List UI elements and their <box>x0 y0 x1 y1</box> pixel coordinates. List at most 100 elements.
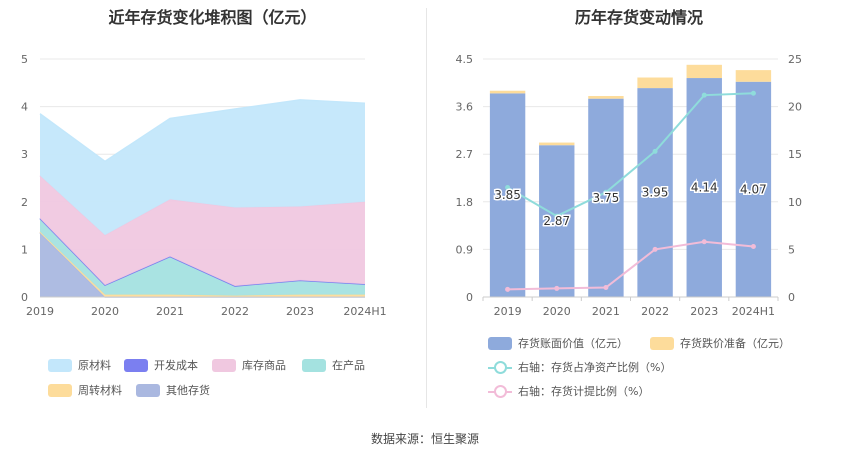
point-右轴：存货占净资产比例（%） <box>652 148 658 154</box>
bar-存货账面价值（亿元） <box>735 81 772 298</box>
legend-label: 原材料 <box>78 359 111 372</box>
legend-swatch <box>488 384 512 398</box>
x-tick-label: 2022 <box>641 305 669 318</box>
line-右轴：存货占净资产比例（%） <box>507 92 754 218</box>
legend-label: 库存商品 <box>242 359 286 372</box>
y-tick-label: 5 <box>21 53 28 66</box>
bar-存货跌价准备（亿元） <box>539 142 575 146</box>
right-chart-panel: 历年存货变动情况 0 0.9 1.8 2.7 3.6 4.5 0 5 10 15 20 25 2019 2… <box>428 0 850 420</box>
y2-tick-label: 0 <box>788 291 795 304</box>
bar-存货跌价准备（亿元） <box>637 77 673 89</box>
legend-label: 其他存货 <box>166 384 210 397</box>
legend-swatch <box>488 360 512 374</box>
bar-存货跌价准备（亿元） <box>735 70 772 82</box>
bar-存货账面价值（亿元） <box>637 88 673 297</box>
legend-swatch <box>48 358 72 372</box>
legend-item-周转材料[interactable]: 周转材料 <box>48 382 122 398</box>
y2-tick-label: 25 <box>788 53 802 66</box>
x-tick-label: 2020 <box>543 305 571 318</box>
y2-tick-label: 15 <box>788 148 802 161</box>
y-tick-label: 1 <box>21 243 28 256</box>
legend-swatch <box>302 358 326 372</box>
y-tick-label: 0.9 <box>456 243 474 256</box>
x-tick-label: 2021 <box>156 305 184 318</box>
legend-label: 存货跌价准备（亿元） <box>680 337 790 350</box>
legend-label: 右轴：存货占净资产比例（%） <box>518 361 672 374</box>
x-tick-label: 2020 <box>91 305 119 318</box>
legend-item-库存商品[interactable]: 库存商品 <box>212 357 286 373</box>
point-右轴：存货占净资产比例（%） <box>701 92 707 98</box>
legend-item-原材料[interactable]: 原材料 <box>48 357 111 373</box>
legend-item-其他存货[interactable]: 其他存货 <box>136 382 210 398</box>
panel-divider <box>426 8 427 408</box>
x-tick-label: 2019 <box>26 305 54 318</box>
y-tick-label: 4 <box>21 101 28 114</box>
area-在产品 <box>40 218 365 296</box>
legend-label: 右轴：存货计提比例（%） <box>518 385 650 398</box>
y2-tick-label: 20 <box>788 101 802 114</box>
bar-line-chart: 0 0.9 1.8 2.7 3.6 4.5 0 5 10 15 20 25 2019 2020 2021 20… <box>456 53 803 318</box>
point-右轴：存货计提比例（%） <box>554 285 560 291</box>
y-tick-label: 2.7 <box>456 148 474 161</box>
bar-存货跌价准备（亿元） <box>489 90 526 94</box>
legend-item-在产品[interactable]: 在产品 <box>302 357 365 373</box>
legend-swatch <box>124 358 148 372</box>
point-右轴：存货占净资产比例（%） <box>603 189 609 195</box>
bar-存货账面价值（亿元） <box>686 78 722 297</box>
y-tick-label: 2 <box>21 196 28 209</box>
legend-label: 开发成本 <box>154 359 198 372</box>
point-右轴：存货计提比例（%） <box>652 246 658 252</box>
x-tick-label: 2023 <box>286 305 314 318</box>
area-原材料 <box>40 99 365 236</box>
point-右轴：存货计提比例（%） <box>750 244 756 250</box>
x-tick-label: 2024H1 <box>343 305 386 318</box>
bar-data-label: 3.75 <box>593 191 620 205</box>
legend-item-存货跌价准备（亿元）[interactable]: 存货跌价准备（亿元） <box>650 335 790 351</box>
legend-swatch <box>48 383 72 397</box>
y-tick-label: 4.5 <box>456 53 474 66</box>
x-tick-label: 2023 <box>690 305 718 318</box>
legend-item-右轴：存货计提比例（%）[interactable]: 右轴：存货计提比例（%） <box>488 383 649 399</box>
point-右轴：存货计提比例（%） <box>701 239 707 245</box>
point-右轴：存货占净资产比例（%） <box>554 213 560 219</box>
stacked-area-chart: 0 1 2 3 4 5 2019 2020 2021 2022 2023 2024H1 <box>21 53 387 318</box>
line-右轴：存货计提比例（%） <box>507 240 754 291</box>
y-tick-label: 3.6 <box>456 101 474 114</box>
legend-item-开发成本[interactable]: 开发成本 <box>124 357 198 373</box>
bar-存货跌价准备（亿元） <box>588 96 624 99</box>
area-edge-原材料 <box>39 99 366 163</box>
y2-tick-label: 10 <box>788 196 802 209</box>
y-tick-label: 0 <box>21 291 28 304</box>
legend-item-存货账面价值（亿元）[interactable]: 存货账面价值（亿元） <box>488 335 628 351</box>
bar-data-label: 3.95 <box>642 186 669 200</box>
bar-data-label: 4.14 <box>691 181 718 195</box>
legend-item-右轴：存货占净资产比例（%）[interactable]: 右轴：存货占净资产比例（%） <box>488 359 671 375</box>
bar-data-label: 2.87 <box>543 214 570 228</box>
y2-tick-label: 5 <box>788 243 795 256</box>
legend-swatch <box>488 336 512 350</box>
x-tick-label: 2021 <box>592 305 620 318</box>
point-右轴：存货计提比例（%） <box>603 284 609 290</box>
point-右轴：存货占净资产比例（%） <box>750 90 756 96</box>
bar-存货账面价值（亿元） <box>539 145 575 297</box>
data-source-note: 数据来源：恒生聚源 <box>370 432 479 446</box>
legend-label: 周转材料 <box>78 384 122 397</box>
bar-data-label: 4.07 <box>740 182 767 196</box>
left-chart-title: 近年存货变化堆积图（亿元） <box>108 8 317 27</box>
right-chart-title: 历年存货变动情况 <box>574 8 703 27</box>
legend-swatch <box>650 336 674 350</box>
area-其他存货 <box>40 232 365 297</box>
x-tick-label: 2019 <box>494 305 522 318</box>
y-tick-label: 1.8 <box>456 196 474 209</box>
legend-label: 存货账面价值（亿元） <box>518 337 628 350</box>
y-tick-label: 0 <box>466 291 473 304</box>
point-右轴：存货计提比例（%） <box>505 286 511 292</box>
point-右轴：存货占净资产比例（%） <box>505 185 511 191</box>
area-库存商品 <box>40 175 365 287</box>
x-tick-label: 2024H1 <box>732 305 775 318</box>
x-tick-label: 2022 <box>221 305 249 318</box>
bar-data-label: 3.85 <box>494 188 521 202</box>
legend-label: 在产品 <box>332 359 365 372</box>
y-tick-label: 3 <box>21 148 28 161</box>
legend-swatch <box>136 383 160 397</box>
